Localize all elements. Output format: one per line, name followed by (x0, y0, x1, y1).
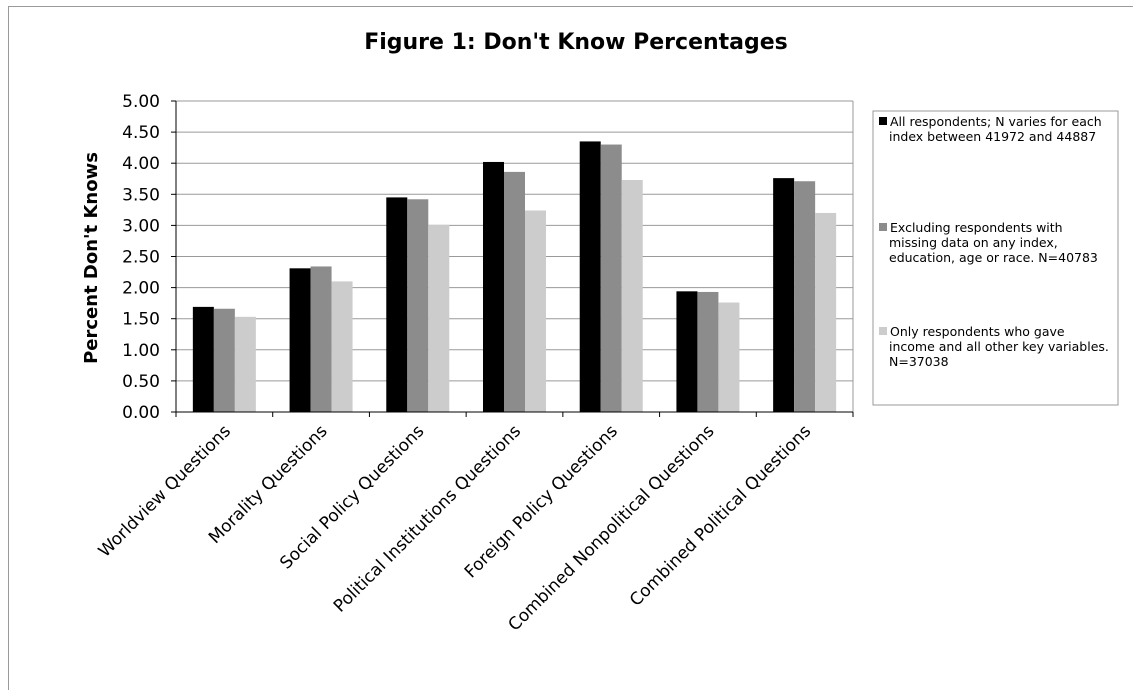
y-tick-label: 3.00 (122, 216, 160, 236)
bar (407, 199, 429, 412)
bar (386, 197, 408, 412)
y-tick-label: 2.00 (122, 279, 160, 299)
bar (213, 308, 235, 412)
legend-label: Excluding respondents with (890, 220, 1063, 235)
x-tick-label: Political Institutions Questions (330, 421, 525, 616)
chart-title: Figure 1: Don't Know Percentages (364, 30, 788, 55)
bar (697, 291, 719, 412)
legend-label: All respondents; N varies for each (890, 114, 1102, 129)
bar (621, 179, 643, 412)
bar (794, 181, 816, 412)
axes (171, 100, 854, 417)
y-tick-label: 3.50 (122, 185, 160, 205)
bar (600, 144, 622, 413)
legend: All respondents; N varies for eachindex … (872, 110, 1119, 406)
chart-frame (8, 6, 1133, 690)
bar (525, 210, 546, 412)
bar (483, 161, 504, 412)
y-tick-label: 0.00 (122, 403, 160, 423)
bar (428, 224, 450, 412)
y-tick-label: 1.50 (122, 310, 160, 330)
y-tick-label: 1.00 (122, 341, 160, 361)
bar (815, 212, 837, 412)
legend-label: N=37038 (889, 354, 949, 369)
x-tick-label: Combined Nonpolitical Questions (505, 421, 719, 635)
legend-label: missing data on any index, (889, 235, 1058, 250)
bar (504, 171, 525, 412)
y-axis-label: Percent Don't Knows (81, 152, 102, 364)
legend-label: education, age or race. N=40783 (889, 250, 1098, 265)
y-tick-label: 5.00 (122, 92, 160, 112)
y-tick-label: 4.50 (122, 123, 160, 143)
legend-label: index between 41972 and 44887 (889, 129, 1096, 144)
bar (676, 291, 698, 412)
x-tick-label: Combined Political Questions (626, 421, 815, 610)
y-tick-label: 2.50 (122, 248, 160, 268)
bar (773, 178, 795, 412)
legend-label: income and all other key variables. (889, 339, 1109, 354)
bar (331, 281, 353, 412)
y-tick-label: 0.50 (122, 372, 160, 392)
x-tick-label: Foreign Policy Questions (461, 421, 622, 582)
bar (289, 268, 311, 412)
y-tick-labels: 0.00 0.50 1.00 1.50 2.00 2.50 3.00 3.50 4.00 4.50… (122, 92, 160, 423)
legend-label: Only respondents who gave (890, 324, 1065, 339)
bar (192, 306, 214, 412)
bar (234, 316, 256, 412)
legend-swatch (879, 223, 887, 231)
legend-swatch (879, 117, 887, 125)
bar (310, 266, 332, 412)
bar (718, 302, 740, 412)
y-tick-label: 4.00 (122, 154, 160, 174)
bar (579, 141, 601, 412)
bar-marks (192, 141, 837, 413)
legend-box (872, 110, 1119, 406)
legend-swatch (879, 327, 887, 335)
